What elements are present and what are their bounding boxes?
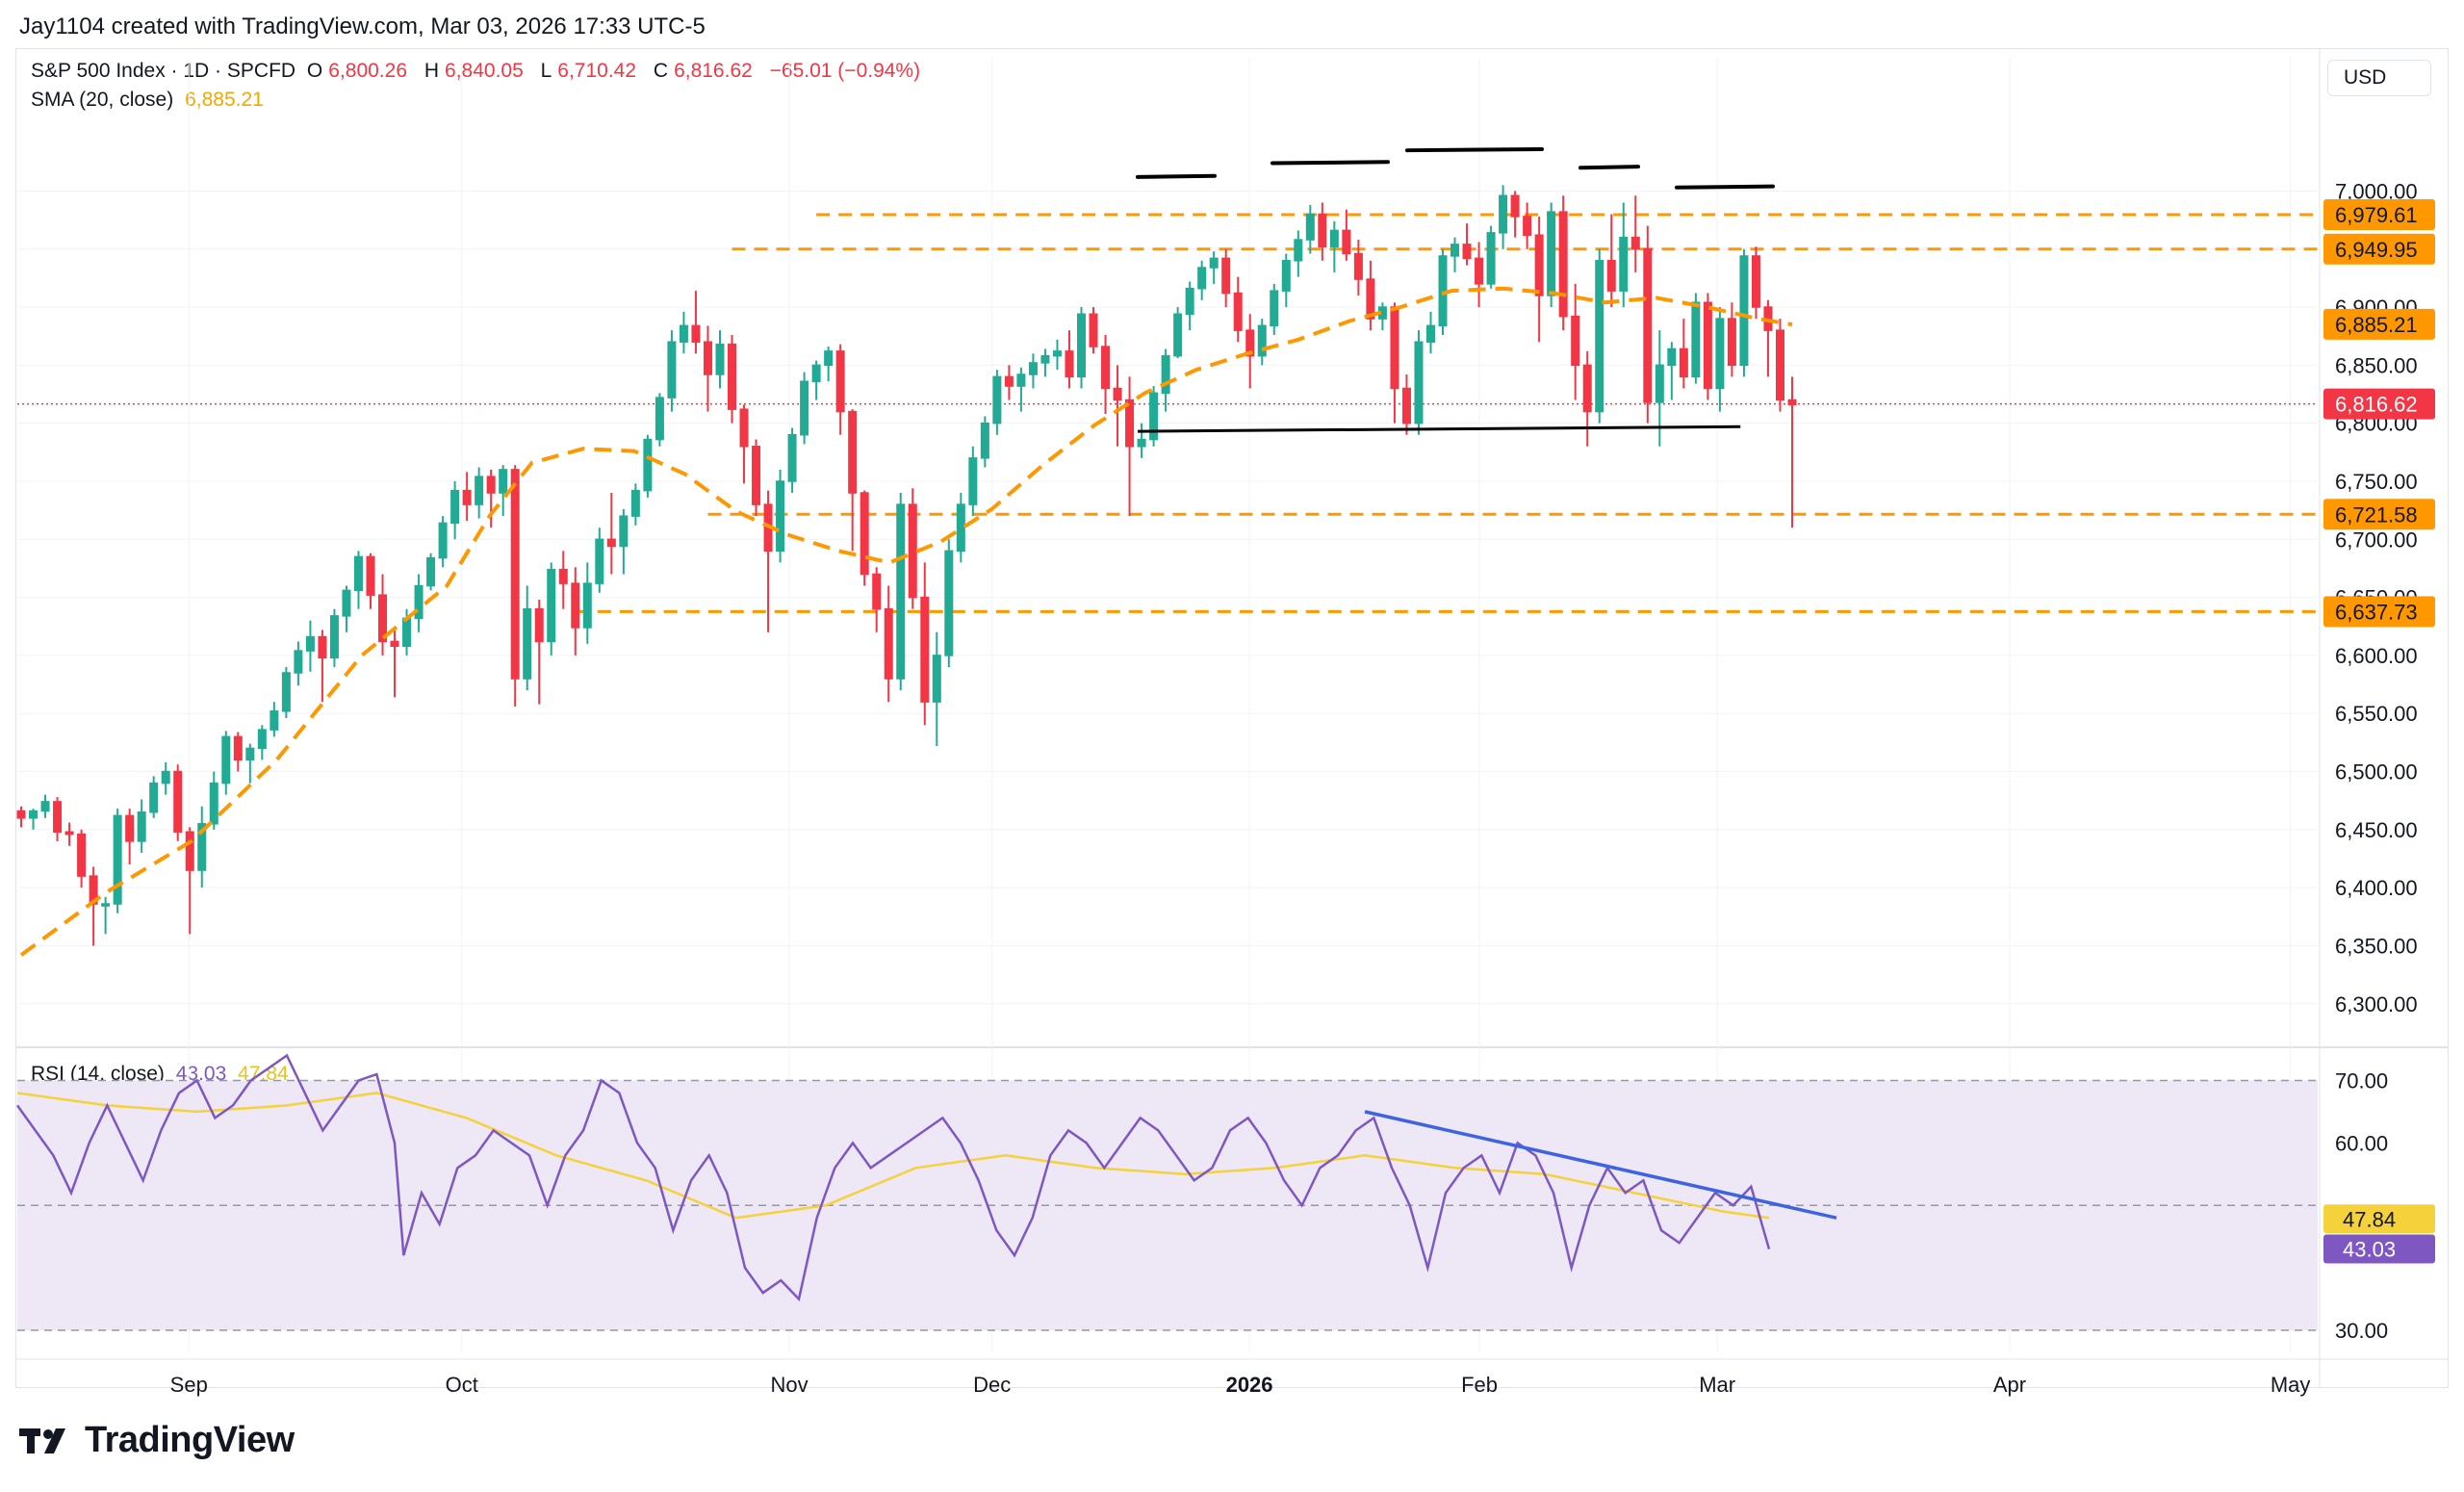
close-value: 6,816.62 (674, 60, 753, 82)
sma-label[interactable]: SMA (20, close) (31, 89, 174, 111)
tradingview-logo-icon (19, 1428, 65, 1453)
currency-button[interactable]: USD (2327, 60, 2431, 96)
open-value: 6,800.26 (328, 60, 407, 82)
sma-legend: SMA (20, close) 6,885.21 (31, 89, 270, 112)
tradingview-wordmark: TradingView (85, 1420, 295, 1460)
rsi-legend: RSI (14, close) 43.03 47.84 (31, 1063, 295, 1086)
open-label: O (306, 60, 323, 82)
change-value: −65.01 (−0.94%) (769, 60, 921, 82)
rsi-ma-value: 47.84 (238, 1063, 289, 1085)
rsi-label[interactable]: RSI (14, close) (31, 1063, 165, 1085)
tradingview-brand[interactable]: TradingView (19, 1420, 295, 1461)
high-label: H (424, 60, 440, 82)
low-value: 6,710.42 (557, 60, 637, 82)
sma-value: 6,885.21 (185, 89, 264, 111)
chart-frame (15, 48, 2449, 1388)
low-label: L (540, 60, 552, 82)
close-label: C (653, 60, 669, 82)
symbol-label[interactable]: S&P 500 Index · 1D · SPCFD (31, 60, 296, 82)
publisher-caption: Jay1104 created with TradingView.com, Ma… (19, 13, 706, 39)
rsi-value: 43.03 (175, 1063, 227, 1085)
main-legend: S&P 500 Index · 1D · SPCFD O 6,800.26 H 6,… (31, 60, 926, 83)
high-value: 6,840.05 (445, 60, 524, 82)
